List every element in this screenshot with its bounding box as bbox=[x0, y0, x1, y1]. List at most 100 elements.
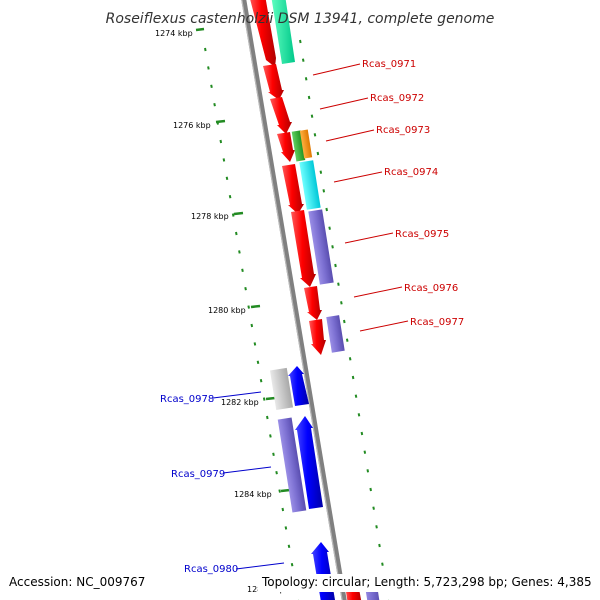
scale-dot bbox=[328, 226, 331, 230]
scale-dot bbox=[281, 507, 285, 512]
gene-block-top-red bbox=[250, 0, 276, 67]
scale-dot bbox=[378, 543, 381, 548]
gene-label-text: Rcas_0976 bbox=[404, 283, 458, 294]
scale-dot bbox=[287, 544, 291, 548]
scale-dot bbox=[331, 245, 334, 249]
scale-dot bbox=[241, 268, 244, 272]
scale-tick-label: 1278 kbp bbox=[191, 212, 229, 221]
scale-tick: 1278 kbp bbox=[191, 211, 244, 221]
scale-tick: 1280 kbp bbox=[208, 304, 261, 315]
gene-arrow-rcas-0971 bbox=[263, 64, 284, 100]
scale-dot bbox=[334, 263, 337, 268]
gene-block-rcas-0973-orange bbox=[299, 129, 313, 159]
gene-arrow-rcas-0979 bbox=[295, 416, 323, 509]
gene-label-rcas-0979[interactable]: Rcas_0979 bbox=[171, 466, 272, 480]
scale-dot bbox=[210, 84, 213, 88]
scale-dot bbox=[299, 39, 302, 44]
gene-arrow-rcas-0972 bbox=[270, 97, 292, 134]
gene-block-top-teal bbox=[271, 0, 295, 64]
scale-dot bbox=[304, 77, 308, 81]
scale-dot bbox=[348, 357, 352, 361]
scale-dot bbox=[225, 176, 229, 180]
gene-block-rcas-0975-purple bbox=[308, 209, 334, 285]
scale-dot bbox=[369, 487, 372, 492]
gene-label-rcas-0980[interactable]: Rcas_0980 bbox=[184, 562, 285, 575]
gene-label-rcas-0973[interactable]: Rcas_0973 bbox=[325, 125, 430, 142]
genome-backbone bbox=[241, 0, 347, 600]
gene-block-rcas-0979-purple bbox=[277, 417, 307, 513]
gene-label-text: Rcas_0971 bbox=[362, 59, 416, 70]
scale-dot bbox=[278, 489, 281, 493]
gene-arrow-rcas-0976 bbox=[304, 286, 322, 320]
scale-dot bbox=[272, 452, 275, 456]
gene-block-rcas-0973-green bbox=[291, 130, 306, 162]
scale-dot bbox=[262, 397, 266, 401]
gene-label-rcas-0976[interactable]: Rcas_0976 bbox=[353, 283, 458, 298]
footer-topology-background bbox=[258, 574, 596, 592]
gene-arrow-rcas-0977 bbox=[309, 319, 326, 355]
scale-tick-label: 1282 kbp bbox=[221, 398, 259, 407]
scale-dot bbox=[266, 415, 269, 420]
scale-dot bbox=[375, 525, 378, 529]
scale-dot bbox=[290, 563, 294, 567]
gene-arrow-rcas-0974 bbox=[282, 164, 304, 214]
scale-dot bbox=[343, 319, 346, 324]
gene-label-rcas-0972[interactable]: Rcas_0972 bbox=[319, 93, 424, 110]
scale-tick: 1284 kbp bbox=[234, 488, 291, 499]
gene-label-rcas-0974[interactable]: Rcas_0974 bbox=[333, 167, 438, 183]
scale-dot bbox=[256, 360, 260, 364]
scale-dot bbox=[275, 471, 278, 475]
scale-dot bbox=[235, 231, 238, 236]
scale-dot bbox=[316, 151, 320, 156]
scale-tick-label: 1284 kbp bbox=[234, 490, 272, 499]
gene-label-text: Rcas_0980 bbox=[184, 564, 238, 575]
accession-text: Accession: NC_009767 bbox=[9, 575, 145, 589]
scale-dot bbox=[319, 170, 323, 174]
gene-label-text: Rcas_0977 bbox=[410, 317, 464, 328]
scale-dot bbox=[354, 394, 358, 398]
map-title: Roseiflexus castenholzii DSM 13941, comp… bbox=[106, 11, 495, 27]
gene-label-text: Rcas_0978 bbox=[160, 394, 214, 405]
scale-dot bbox=[228, 195, 232, 199]
topology-text: Topology: circular; Length: 5,723,298 bp… bbox=[261, 575, 592, 589]
gene-label-text: Rcas_0972 bbox=[370, 93, 424, 104]
scale-dot bbox=[310, 114, 314, 118]
scale-tick-label: 1274 kbp bbox=[155, 29, 193, 38]
gene-arrow-rcas-0973-a bbox=[277, 132, 295, 162]
scale-tick-label: 1280 kbp bbox=[208, 306, 246, 315]
scale-dot bbox=[213, 103, 216, 107]
scale-dot bbox=[222, 158, 226, 162]
scale-dot bbox=[219, 139, 223, 144]
gene-block-rcas-0978-gray bbox=[269, 367, 294, 411]
gene-label-rcas-0978[interactable]: Rcas_0978 bbox=[160, 391, 262, 405]
gene-block-rcas-0977-purple bbox=[326, 315, 345, 353]
scale-dot bbox=[363, 450, 367, 454]
scale-tick: 1276 kbp bbox=[173, 119, 226, 130]
scale-dot bbox=[269, 434, 272, 438]
gene-arrow-rcas-0978 bbox=[288, 366, 309, 406]
scale-tick: 1282 kbp bbox=[221, 396, 276, 407]
scale-dot bbox=[204, 47, 207, 52]
gene-arrow-rcas-0975 bbox=[291, 210, 316, 287]
scale-dot bbox=[325, 207, 328, 212]
scale-dot bbox=[244, 287, 247, 291]
scale-dot bbox=[337, 282, 340, 286]
scale-ring-dots bbox=[204, 39, 390, 600]
scale-dot bbox=[253, 342, 257, 346]
genome-backbone-highlight bbox=[241, 0, 343, 600]
scale-dot bbox=[238, 250, 241, 254]
gene-block-rcas-0974-cyan bbox=[299, 160, 321, 210]
gene-label-rcas-0975[interactable]: Rcas_0975 bbox=[344, 229, 449, 244]
scale-dot bbox=[250, 323, 254, 328]
scale-tick: 1274 kbp bbox=[155, 27, 205, 38]
scale-dot bbox=[207, 66, 210, 70]
scale-tick-label: 1276 kbp bbox=[173, 121, 211, 130]
gene-label-rcas-0977[interactable]: Rcas_0977 bbox=[359, 317, 464, 332]
scale-dot bbox=[351, 375, 355, 380]
scale-dot bbox=[231, 213, 235, 217]
scale-dot bbox=[284, 526, 288, 530]
scale-dot bbox=[345, 338, 349, 342]
gene-label-text: Rcas_0979 bbox=[171, 469, 225, 480]
gene-label-rcas-0971[interactable]: Rcas_0971 bbox=[312, 59, 416, 76]
